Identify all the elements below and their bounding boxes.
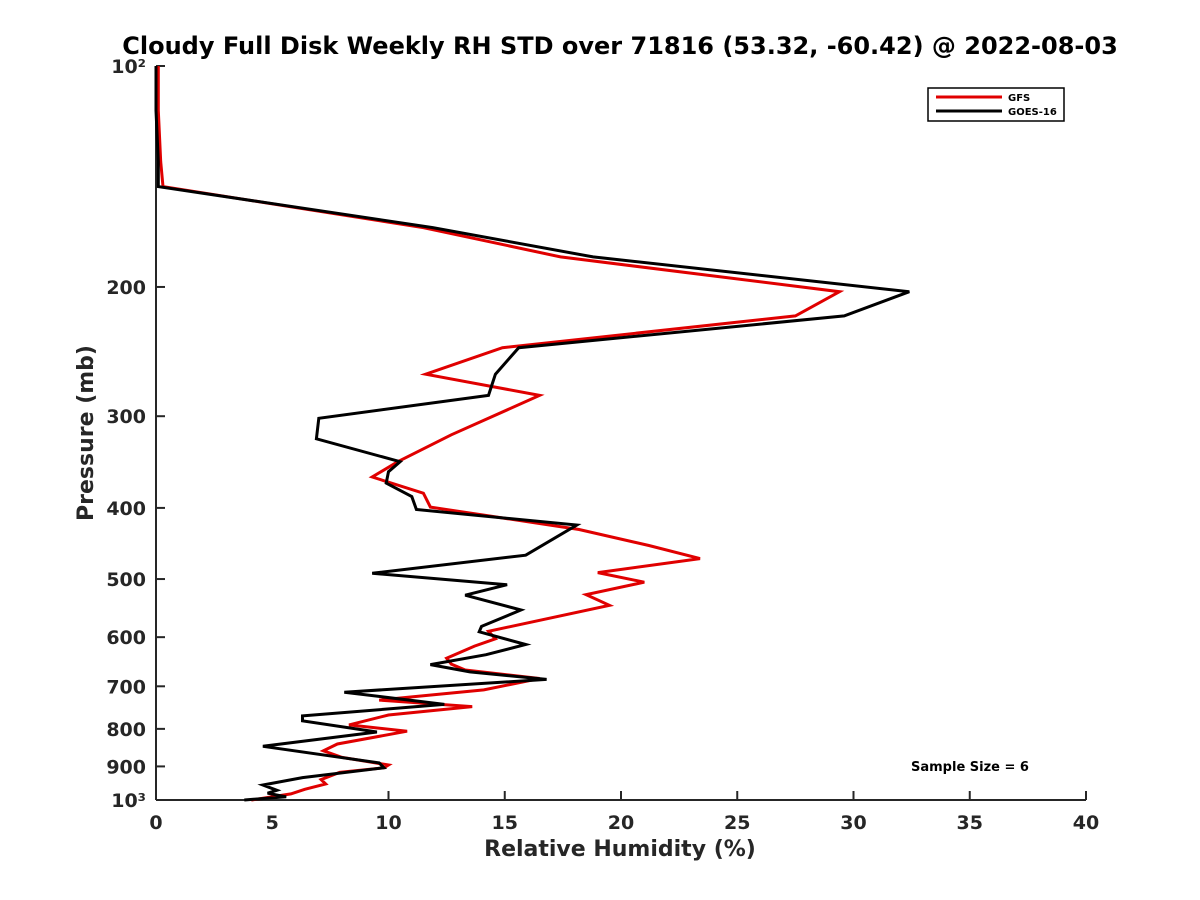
y-tick-label: 800 bbox=[106, 719, 146, 741]
y-tick-label: 300 bbox=[106, 406, 146, 428]
y-tick-label: 10³ bbox=[111, 790, 146, 812]
y-tick-label: 10² bbox=[111, 56, 146, 78]
x-tick-label: 25 bbox=[724, 812, 750, 834]
x-tick-label: 35 bbox=[957, 812, 983, 834]
x-tick-label: 20 bbox=[608, 812, 634, 834]
legend-label-goes-16: GOES-16 bbox=[1008, 107, 1057, 118]
x-tick-label: 40 bbox=[1073, 812, 1099, 834]
x-tick-label: 15 bbox=[492, 812, 518, 834]
legend: GFS GOES-16 bbox=[927, 87, 1065, 122]
legend-box bbox=[927, 87, 1065, 122]
y-tick-label: 600 bbox=[106, 627, 146, 649]
y-tick-label: 900 bbox=[106, 756, 146, 778]
chart-title: Cloudy Full Disk Weekly RH STD over 7181… bbox=[122, 32, 1118, 60]
series-line-goes-16 bbox=[154, 66, 910, 802]
legend-label-gfs: GFS bbox=[1008, 93, 1030, 104]
x-axis-label: Relative Humidity (%) bbox=[484, 837, 756, 862]
plot-area bbox=[156, 66, 1086, 800]
y-axis-label: Pressure (mb) bbox=[74, 345, 99, 521]
axes: 0 5 10 15 20 25 30 35 40 10² 200 300 400 500 600 700 800… bbox=[106, 56, 1099, 834]
x-tick-label: 5 bbox=[266, 812, 279, 834]
x-tick-label: 30 bbox=[840, 812, 866, 834]
x-tick-label: 10 bbox=[375, 812, 401, 834]
y-tick-label: 500 bbox=[106, 569, 146, 591]
series-layer bbox=[154, 66, 910, 802]
sample-size-annotation: Sample Size = 6 bbox=[911, 760, 1029, 775]
x-tick-label: 0 bbox=[149, 812, 162, 834]
y-tick-label: 700 bbox=[106, 676, 146, 698]
y-tick-label: 400 bbox=[106, 498, 146, 520]
y-tick-label: 200 bbox=[106, 277, 146, 299]
